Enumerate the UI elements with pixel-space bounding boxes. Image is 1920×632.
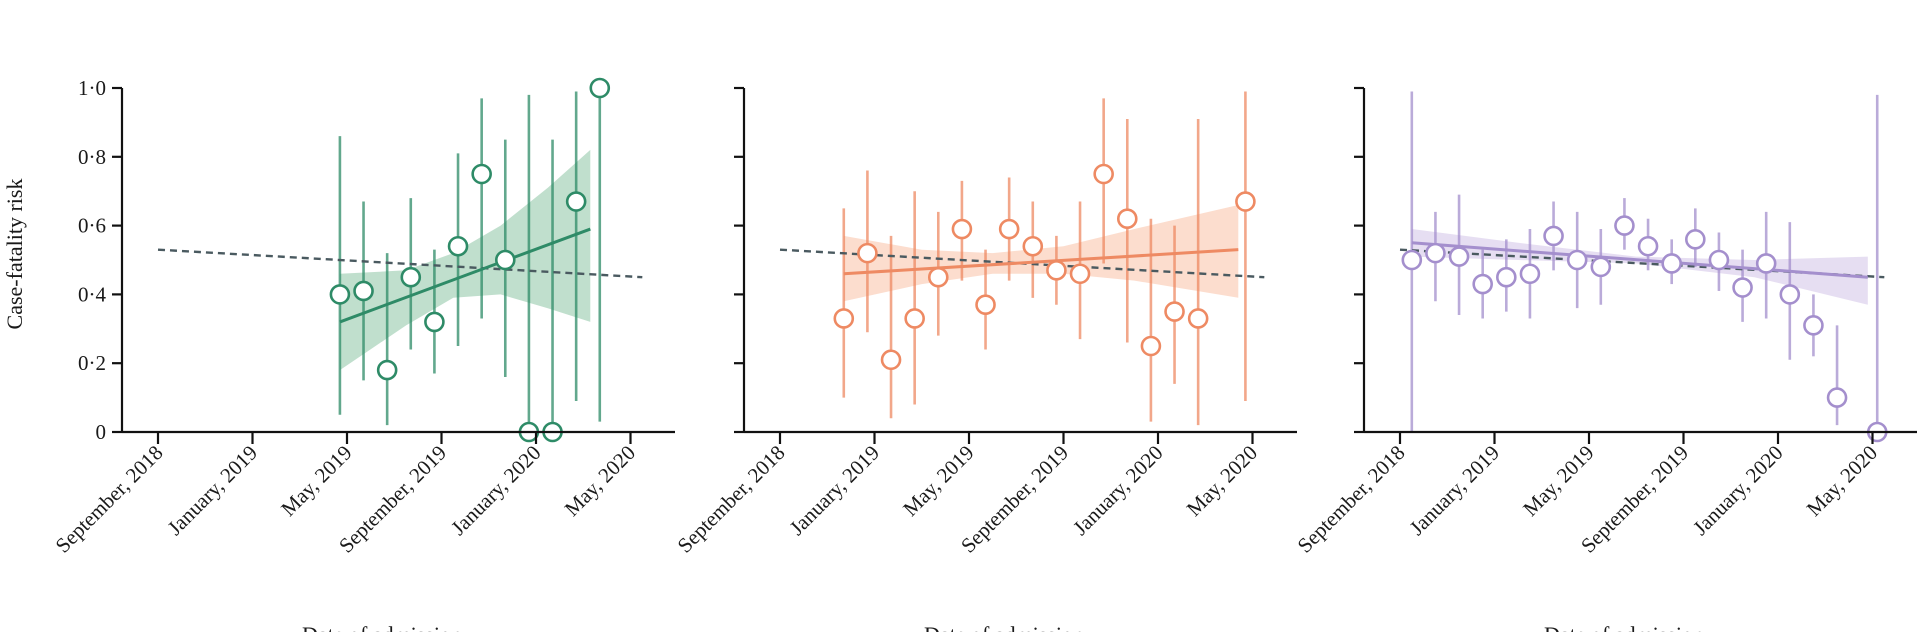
x-tick-label: January, 2019: [1405, 441, 1504, 540]
data-point: [1401, 249, 1423, 271]
data-point: [424, 311, 445, 333]
data-point: [1614, 215, 1635, 236]
y-tick-label: 0·8: [78, 145, 106, 169]
data-point: [329, 284, 351, 305]
reference-line: [157, 248, 643, 279]
data-point: [1732, 277, 1753, 298]
y-axis-title: Case-fatality risk: [2, 179, 27, 330]
reference-line: [1399, 248, 1885, 279]
data-point: [857, 242, 878, 264]
data-point: [880, 349, 902, 371]
data-point: [1235, 191, 1256, 212]
data-point: [1755, 253, 1777, 274]
y-tick-label: 0·6: [78, 214, 106, 238]
data-point: [1472, 273, 1493, 295]
data-point: [1164, 301, 1185, 322]
data-point: [1425, 242, 1446, 264]
data-point: [1779, 284, 1801, 305]
x-tick-label: January, 2019: [163, 441, 262, 540]
y-tick-label: 1·0: [78, 76, 106, 100]
data-point: [376, 359, 398, 381]
x-tick-label: May, 2019: [276, 441, 356, 521]
data-point: [1661, 253, 1682, 274]
data-point: [1826, 387, 1848, 408]
x-tick-label: September, 2018: [1293, 441, 1410, 558]
data-point: [1116, 208, 1138, 230]
data-point: [951, 218, 973, 240]
data-point: [1022, 235, 1044, 257]
x-tick-label: September, 2018: [51, 441, 168, 558]
x-tick-label: January, 2020: [1068, 441, 1167, 540]
data-point: [1708, 249, 1730, 271]
data-point: [400, 266, 422, 288]
data-point: [1803, 315, 1824, 336]
x-tick-label: May, 2019: [1518, 441, 1598, 521]
trend-line: [339, 227, 591, 324]
data-point: [494, 249, 516, 271]
x-axis-title: Date of admission: [302, 622, 462, 632]
y-tick-label: 0: [96, 420, 107, 444]
x-tick-label: January, 2020: [1688, 441, 1787, 540]
y-tick-label: 0·4: [78, 282, 106, 306]
trend-line: [843, 248, 1239, 276]
data-point: [1566, 249, 1588, 271]
y-tick-label: 0·2: [78, 351, 106, 375]
data-point: [1140, 335, 1162, 357]
data-point: [927, 266, 949, 288]
data-point: [1187, 308, 1209, 329]
data-point: [1046, 260, 1067, 281]
x-axis-title: Date of admission: [1544, 622, 1704, 632]
data-point: [447, 235, 469, 257]
data-point: [1590, 256, 1612, 278]
trend-line: [1411, 241, 1868, 279]
data-point: [1637, 235, 1659, 257]
x-tick-label: September, 2018: [673, 441, 790, 558]
data-point: [1543, 225, 1564, 247]
data-point: [1069, 263, 1091, 285]
data-point: [471, 163, 492, 185]
x-tick-label: May, 2020: [1802, 441, 1882, 521]
data-point: [998, 218, 1020, 240]
x-tick-label: May, 2019: [898, 441, 978, 521]
data-point: [904, 308, 925, 329]
x-axis-title: Date of admission: [924, 622, 1084, 632]
data-point: [353, 280, 374, 302]
data-point: [1448, 246, 1470, 267]
confidence-band: [1411, 229, 1868, 305]
data-point: [565, 191, 587, 212]
data-point: [833, 308, 855, 329]
x-tick-label: May, 2020: [560, 441, 640, 521]
data-point: [1496, 266, 1517, 288]
x-tick-label: May, 2020: [1182, 441, 1262, 521]
data-point: [589, 77, 611, 99]
data-point: [1093, 163, 1114, 185]
x-tick-label: January, 2019: [785, 441, 884, 540]
data-point: [975, 294, 996, 316]
data-point: [1519, 263, 1541, 285]
data-point: [1685, 229, 1706, 250]
x-tick-label: January, 2020: [446, 441, 545, 540]
